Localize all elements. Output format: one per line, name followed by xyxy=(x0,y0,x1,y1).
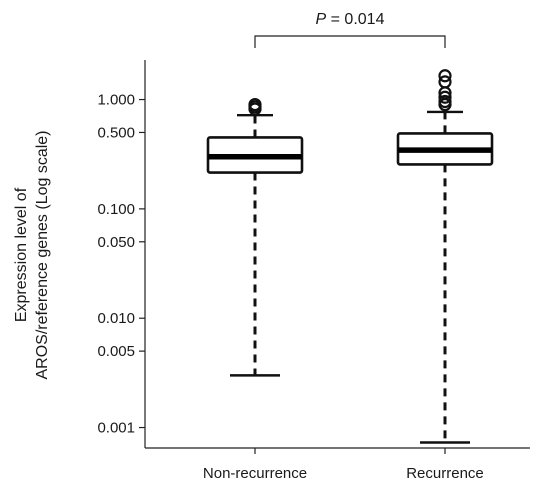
x-category-label: Non-recurrence xyxy=(203,465,307,482)
box-non-recurrence xyxy=(206,97,304,377)
y-tick-label: 0.005 xyxy=(97,343,135,360)
y-tick-label: 1.000 xyxy=(97,92,135,109)
outlier-point xyxy=(438,69,452,83)
axes xyxy=(144,60,530,449)
box-recurrence xyxy=(396,69,494,444)
y-tick-label: 0.001 xyxy=(97,420,135,437)
y-axis-label-line-1: Expression level of xyxy=(13,187,30,322)
y-tick-label: 0.500 xyxy=(97,124,135,141)
x-category-label: Recurrence xyxy=(406,465,484,482)
bracket-line xyxy=(254,35,446,48)
y-tick-label: 0.010 xyxy=(97,310,135,327)
y-tick-label: 0.050 xyxy=(97,234,135,251)
significance-bracket: P = 0.014 xyxy=(254,11,446,48)
p-value-annotation: P = 0.014 xyxy=(316,11,385,28)
p-value: = 0.014 xyxy=(326,11,384,28)
y-ticks: 1.000 0.500 0.100 0.050 0.010 0.005 0.001 xyxy=(97,92,145,437)
y-axis-label-line-2: AROS/reference genes (Log scale) xyxy=(34,130,51,379)
outlier-point xyxy=(248,97,262,112)
boxes xyxy=(206,69,494,444)
p-symbol: P xyxy=(316,11,327,28)
y-tick-label: 0.100 xyxy=(97,201,135,218)
x-categories: Non-recurrence Recurrence xyxy=(203,448,484,482)
outlier-point xyxy=(438,75,452,89)
outlier-point xyxy=(438,90,452,104)
outlier-point xyxy=(438,94,452,109)
